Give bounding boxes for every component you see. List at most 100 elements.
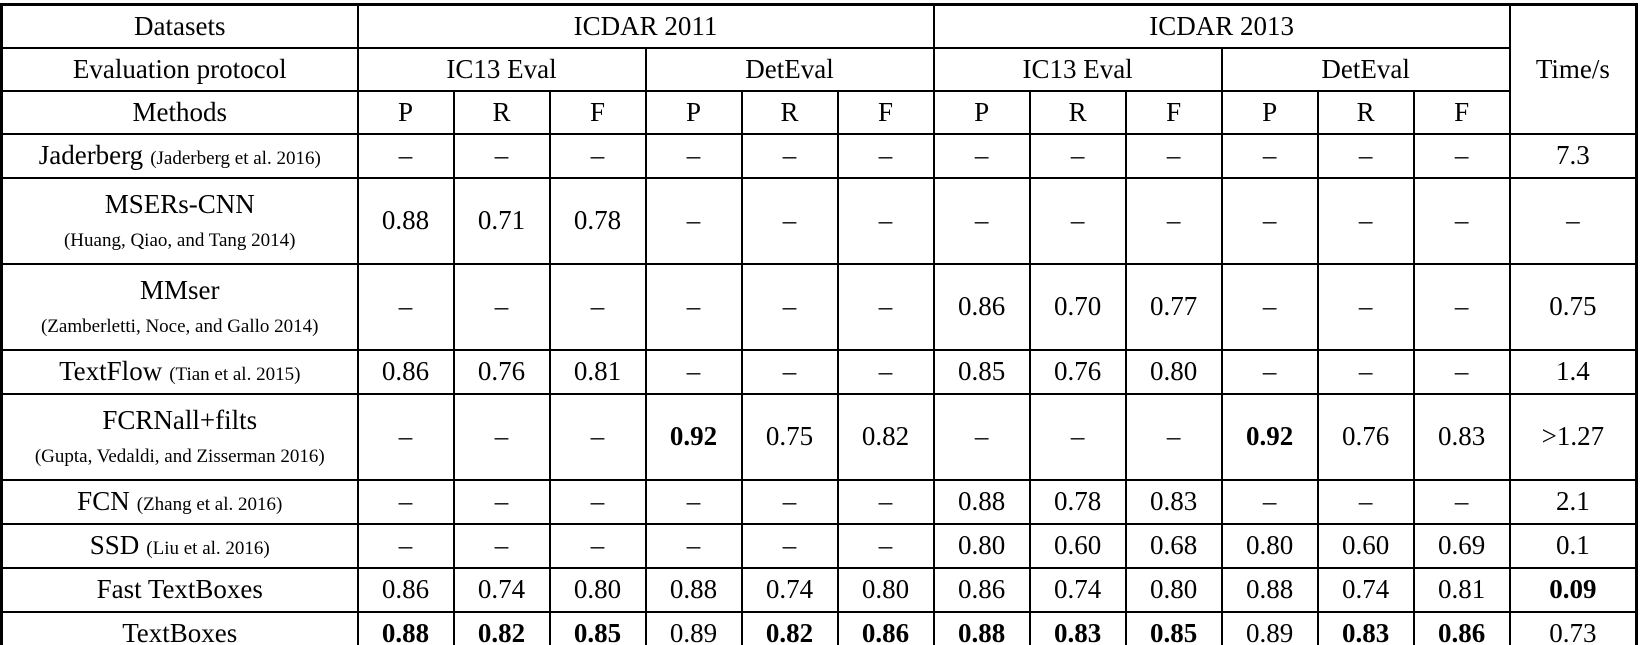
method-citation: (Huang, Qiao, and Tang 2014)	[63, 229, 296, 251]
method-citation: (Gupta, Vedaldi, and Zisserman 2016)	[34, 445, 325, 467]
table-body: Jaderberg (Jaderberg et al. 2016) – – – – – – – –…	[0, 133, 1638, 645]
metric-value-cell: –	[932, 133, 1031, 179]
metric-value-cell: –	[1220, 479, 1319, 525]
metric-value-cell: 0.86	[932, 263, 1031, 351]
metric-value-cell: 0.80	[548, 567, 647, 613]
metric-value-cell: 0.83	[1028, 611, 1127, 645]
metric-value-cell: –	[644, 263, 743, 351]
metric-value-cell: 0.71	[452, 177, 551, 265]
metric-value-cell: –	[1412, 349, 1511, 395]
metric-value-cell: –	[836, 263, 935, 351]
table-row: MSERs-CNN (Huang, Qiao, and Tang 2014) 0.8…	[0, 177, 1638, 265]
metric-value-cell: 0.88	[1220, 567, 1319, 613]
metric-value-cell: 0.88	[356, 611, 455, 645]
method-cell: MMser (Zamberletti, Noce, and Gallo 2014)	[0, 263, 359, 351]
metric-header-f: F	[1124, 90, 1223, 135]
metric-value-cell: 0.60	[1316, 523, 1415, 569]
metric-value-cell: 0.80	[1220, 523, 1319, 569]
metric-value-cell: 0.74	[1028, 567, 1127, 613]
metric-value-cell: –	[740, 523, 839, 569]
metric-value-cell: 0.81	[548, 349, 647, 395]
metric-value-cell: –	[356, 133, 455, 179]
metric-value-cell: 0.85	[932, 349, 1031, 395]
table-row: Jaderberg (Jaderberg et al. 2016) – – – – – – – –…	[0, 133, 1638, 179]
metric-value-cell: –	[356, 479, 455, 525]
method-cell: TextBoxes	[0, 611, 359, 645]
metric-value-cell: 0.80	[932, 523, 1031, 569]
time-header-cell: Time/s	[1508, 3, 1638, 135]
metric-value-cell: 0.82	[836, 393, 935, 481]
table-header: Datasets ICDAR 2011 ICDAR 2013 Time/s Ev…	[0, 3, 1638, 135]
metric-value-cell: 0.80	[1124, 349, 1223, 395]
table-row: MMser (Zamberletti, Noce, and Gallo 2014)…	[0, 263, 1638, 351]
metric-value-cell: –	[1220, 349, 1319, 395]
metric-value-cell: –	[548, 523, 647, 569]
metric-value-cell: –	[1028, 393, 1127, 481]
metric-value-cell: 0.85	[1124, 611, 1223, 645]
protocol-label-cell: Evaluation protocol	[0, 47, 359, 92]
protocol-deteval-2013: DetEval	[1220, 47, 1511, 92]
time-value-cell: 0.75	[1508, 263, 1638, 351]
method-name: SSD	[89, 530, 140, 561]
metric-value-cell: –	[644, 133, 743, 179]
method-cell: FCN (Zhang et al. 2016)	[0, 479, 359, 525]
dataset-group-icdar2011: ICDAR 2011	[356, 3, 935, 49]
metric-value-cell: –	[1316, 349, 1415, 395]
metric-header-r: R	[452, 90, 551, 135]
metric-value-cell: 0.83	[1412, 393, 1511, 481]
metric-value-cell: 0.86	[356, 567, 455, 613]
metric-header-p: P	[1220, 90, 1319, 135]
metric-value-cell: 0.92	[1220, 393, 1319, 481]
method-name: Fast TextBoxes	[96, 574, 263, 605]
metric-value-cell: –	[548, 133, 647, 179]
table-row: FCRNall+filts (Gupta, Vedaldi, and Zisser…	[0, 393, 1638, 481]
methods-label-cell: Methods	[0, 90, 359, 135]
metric-value-cell: 0.92	[644, 393, 743, 481]
method-citation: (Jaderberg et al. 2016)	[150, 148, 321, 170]
metric-value-cell: –	[1412, 133, 1511, 179]
method-name: FCRNall+filts	[102, 404, 258, 435]
metric-value-cell: –	[452, 523, 551, 569]
header-row-datasets: Datasets ICDAR 2011 ICDAR 2013 Time/s	[0, 3, 1638, 135]
metric-header-f: F	[836, 90, 935, 135]
metric-value-cell: –	[644, 479, 743, 525]
metric-value-cell: 0.69	[1412, 523, 1511, 569]
header-row-metrics: Methods P R F P R F P R F P R F	[0, 90, 1637, 135]
table-row: TextFlow (Tian et al. 2015) 0.86 0.76 0.81– –…	[0, 349, 1638, 395]
metric-value-cell: 0.77	[1124, 263, 1223, 351]
metric-header-r: R	[1028, 90, 1127, 135]
metric-value-cell: 0.89	[644, 611, 743, 645]
metric-value-cell: –	[1028, 177, 1127, 265]
metric-value-cell: –	[1124, 393, 1223, 481]
metric-value-cell: –	[644, 349, 743, 395]
metric-value-cell: –	[452, 133, 551, 179]
header-row-protocol: Evaluation protocol IC13 Eval DetEval IC…	[0, 47, 1637, 92]
metric-header-p: P	[644, 90, 743, 135]
metric-value-cell: –	[644, 177, 743, 265]
time-value-cell: >1.27	[1508, 393, 1638, 481]
metric-value-cell: –	[548, 393, 647, 481]
metric-value-cell: –	[836, 177, 935, 265]
method-name: Jaderberg	[38, 140, 144, 171]
metric-header-p: P	[356, 90, 455, 135]
metric-header-f: F	[548, 90, 647, 135]
metric-header-r: R	[740, 90, 839, 135]
metric-value-cell: 0.76	[452, 349, 551, 395]
metric-value-cell: –	[740, 263, 839, 351]
metric-value-cell: 0.81	[1412, 567, 1511, 613]
method-cell: Jaderberg (Jaderberg et al. 2016)	[0, 133, 359, 179]
method-name: MMser	[140, 274, 220, 305]
metric-value-cell: –	[740, 479, 839, 525]
results-table: Datasets ICDAR 2011 ICDAR 2013 Time/s Ev…	[0, 3, 1639, 645]
metric-value-cell: 0.76	[1028, 349, 1127, 395]
dataset-group-icdar2013: ICDAR 2013	[932, 3, 1511, 49]
metric-value-cell: 0.86	[1412, 611, 1511, 645]
metric-value-cell: –	[836, 349, 935, 395]
method-name: TextFlow	[59, 356, 163, 387]
metric-value-cell: –	[452, 263, 551, 351]
time-value-cell: 1.4	[1508, 349, 1638, 395]
metric-value-cell: 0.82	[452, 611, 551, 645]
method-citation: (Zamberletti, Noce, and Gallo 2014)	[40, 315, 319, 337]
method-cell: MSERs-CNN (Huang, Qiao, and Tang 2014)	[0, 177, 359, 265]
